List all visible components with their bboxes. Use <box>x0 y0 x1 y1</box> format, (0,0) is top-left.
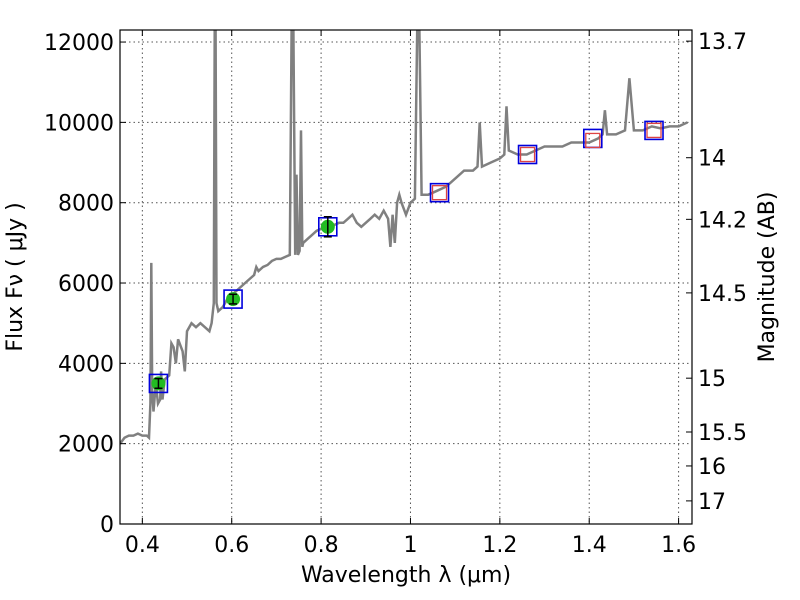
x-tick-label: 0.6 <box>214 533 249 558</box>
y-tick-label: 2000 <box>58 433 114 458</box>
axis-ticks: 0.4 0.6 0.8 1 1.2 1.4 1.6 0 2000 4000 6000 8000 1000… <box>44 30 747 558</box>
y-tick-label: 4000 <box>58 352 114 377</box>
y-tick-label: 12000 <box>44 31 114 56</box>
y2-tick-label: 17 <box>698 490 726 515</box>
open-photometry-point <box>647 123 661 137</box>
y2-axis-label: Magnitude (AB) <box>755 192 780 363</box>
grid-lines <box>120 30 692 524</box>
y-tick-label: 6000 <box>58 272 114 297</box>
x-tick-label: 0.8 <box>304 533 339 558</box>
x-tick-label: 1.6 <box>661 533 696 558</box>
model-flux-box <box>645 121 663 139</box>
x-tick-label: 0.4 <box>125 533 160 558</box>
spectrum-layer <box>120 30 688 444</box>
y2-tick-label: 14.2 <box>698 208 747 233</box>
y-axis-label: Flux Fν ( μJy ) <box>3 202 28 351</box>
x-tick-label: 1.2 <box>482 533 517 558</box>
y2-tick-label: 16 <box>698 455 726 480</box>
x-tick-label: 1 <box>403 533 417 558</box>
spectrum-line <box>120 30 688 444</box>
y-tick-label: 0 <box>100 513 114 538</box>
plot-frame <box>120 30 692 524</box>
y-tick-label: 10000 <box>44 111 114 136</box>
x-tick-label: 1.4 <box>572 533 607 558</box>
x-axis-label: Wavelength λ (μm) <box>301 563 511 588</box>
y2-tick-label: 13.7 <box>698 30 747 55</box>
y2-tick-label: 14 <box>698 147 726 172</box>
y2-tick-label: 15.5 <box>698 421 747 446</box>
y-tick-label: 8000 <box>58 192 114 217</box>
y2-tick-label: 15 <box>698 367 726 392</box>
y2-tick-label: 14.5 <box>698 282 747 307</box>
photometry-layer <box>149 121 663 392</box>
